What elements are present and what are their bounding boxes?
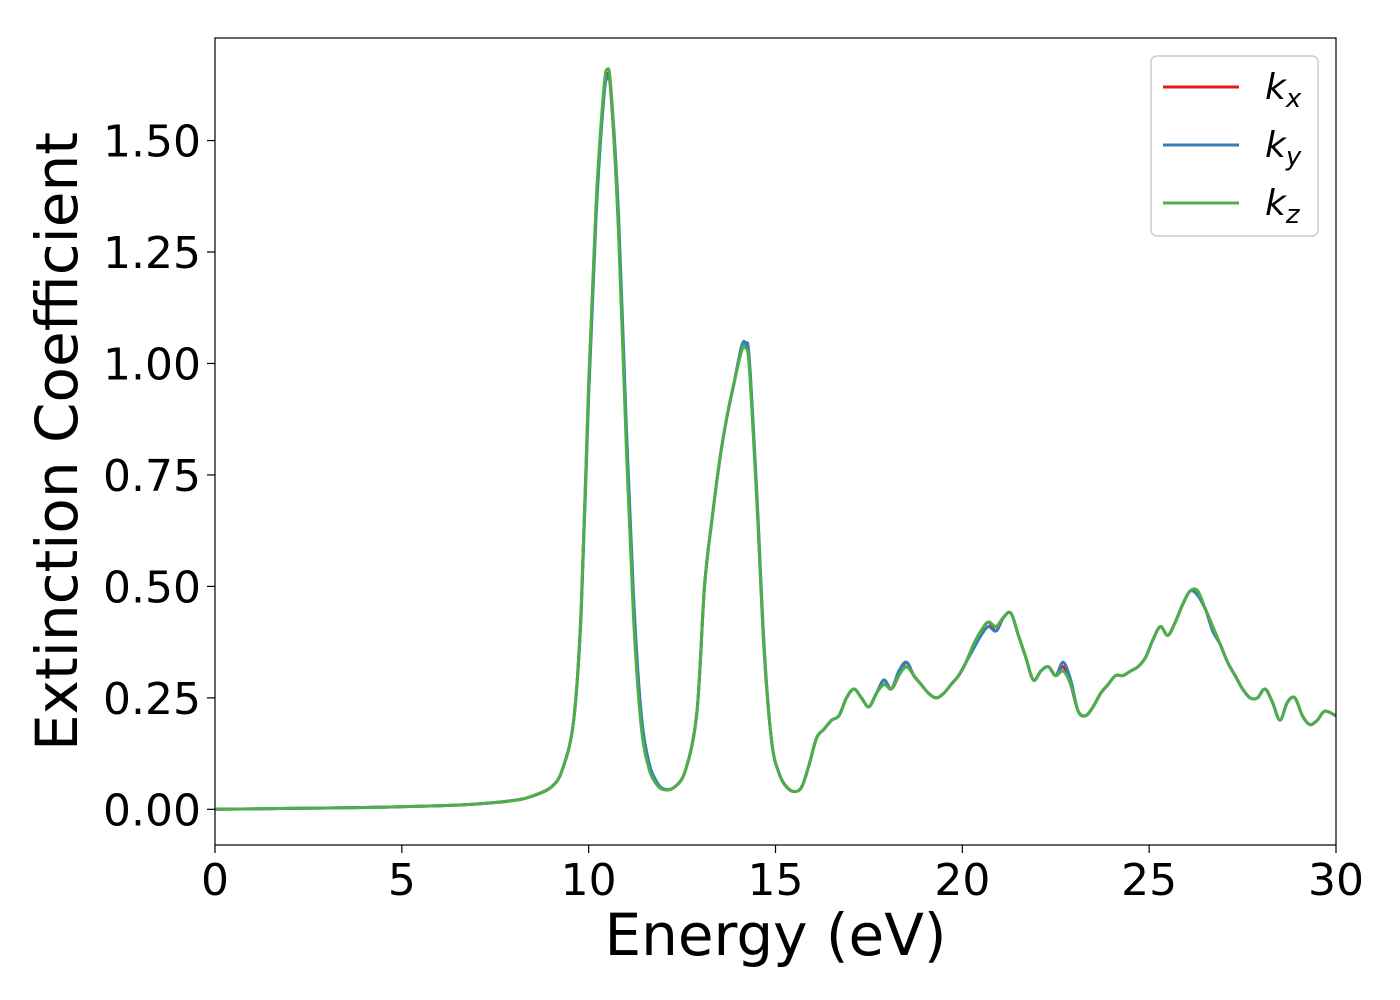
legend-label: kz: [1265, 183, 1301, 230]
x-tick-label: 5: [388, 855, 416, 906]
legend-label-subscript: z: [1285, 200, 1301, 230]
legend-label-main: k: [1265, 67, 1288, 108]
x-axis: 0 5 10 15 20 25 30: [201, 845, 1364, 906]
y-tick-label: 0.75: [103, 451, 201, 502]
legend-label: ky: [1265, 125, 1302, 172]
series-layer: [215, 67, 1336, 811]
x-tick-label: 0: [201, 855, 229, 906]
x-axis-label: Energy (eV): [604, 901, 946, 969]
x-tick-label: 30: [1308, 855, 1364, 906]
y-tick-label: 1.00: [103, 339, 201, 390]
y-tick-label: 0.00: [103, 785, 201, 836]
legend-label-main: k: [1265, 183, 1288, 224]
y-axis: 0.00 0.25 0.50 0.75 1.00 1.25 1.50: [103, 117, 215, 836]
x-tick-label: 20: [934, 855, 990, 906]
legend-label-main: k: [1265, 125, 1288, 166]
y-tick-label: 0.25: [103, 674, 201, 725]
y-tick-label: 1.25: [103, 228, 201, 279]
y-tick-label: 0.50: [103, 562, 201, 613]
x-tick-label: 15: [748, 855, 804, 906]
x-tick-label: 25: [1121, 855, 1177, 906]
x-tick-label: 10: [561, 855, 617, 906]
legend-label-subscript: y: [1285, 142, 1302, 172]
legend-label: kx: [1265, 67, 1302, 114]
y-axis-label: Extinction Coefficient: [23, 132, 91, 751]
y-tick-label: 1.50: [103, 117, 201, 168]
series-line-kz: [215, 67, 1336, 811]
legend-label-subscript: x: [1285, 84, 1302, 114]
